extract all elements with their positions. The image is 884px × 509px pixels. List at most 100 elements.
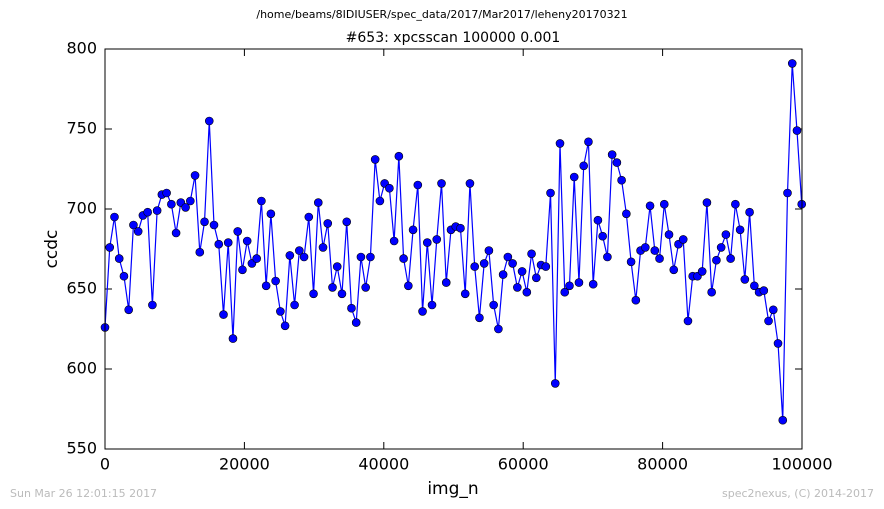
data-point (209, 220, 219, 230)
data-point (527, 249, 536, 259)
data-point (195, 247, 205, 257)
data-point (588, 279, 598, 289)
data-point (617, 175, 626, 185)
footer-right: spec2nexus, (C) 2014-2017 (722, 487, 874, 500)
data-point (622, 209, 631, 219)
data-point (422, 238, 432, 247)
data-point (707, 287, 716, 297)
data-point (328, 283, 337, 292)
data-point (494, 324, 503, 334)
data-point (655, 254, 664, 263)
data-point (204, 116, 214, 126)
data-point (503, 252, 513, 262)
y-tick-label: 600 (66, 359, 97, 378)
data-point (105, 243, 115, 252)
data-point (432, 235, 442, 244)
data-point (152, 206, 162, 215)
data-point (295, 246, 304, 255)
data-point (285, 251, 295, 260)
data-point (332, 262, 342, 271)
data-point (299, 252, 309, 262)
data-point (541, 262, 551, 271)
data-point (370, 155, 380, 164)
y-tick-label: 700 (66, 199, 97, 218)
plot-frame (104, 48, 803, 450)
data-point (532, 273, 541, 283)
data-point (271, 276, 280, 286)
data-point (475, 313, 484, 323)
y-tick-label: 750 (66, 119, 97, 138)
data-point (759, 286, 769, 295)
data-point (550, 379, 560, 388)
data-point (238, 265, 247, 275)
y-tick-label: 550 (66, 439, 97, 458)
data-point (162, 188, 171, 198)
x-tick-label: 60000 (498, 455, 549, 474)
data-point (712, 255, 721, 265)
data-point (603, 252, 612, 262)
data-point (612, 158, 622, 167)
data-point (190, 171, 200, 180)
y-axis-label: ccdc (42, 230, 62, 269)
data-point (252, 254, 261, 263)
data-point (337, 289, 347, 299)
data-point (219, 310, 228, 319)
data-point (186, 196, 195, 206)
data-point (313, 198, 323, 207)
data-point (309, 289, 318, 299)
y-tick-label: 650 (66, 279, 97, 298)
data-point (560, 287, 570, 297)
x-tick-label: 40000 (358, 455, 409, 474)
data-point (375, 196, 385, 206)
data-point (167, 199, 176, 209)
data-point (280, 321, 290, 331)
data-point (456, 223, 465, 233)
x-tick-label: 80000 (637, 455, 688, 474)
data-point (607, 150, 617, 159)
data-point (678, 235, 688, 244)
data-point (266, 209, 276, 219)
data-point (484, 246, 494, 255)
data-point (778, 415, 788, 425)
data-point (508, 259, 517, 268)
data-point (223, 238, 233, 247)
data-point (716, 243, 726, 252)
data-point (418, 307, 427, 316)
data-point (750, 281, 759, 291)
chart-title: #653: xpcsscan 100000 0.001 (346, 30, 561, 46)
data-point (214, 239, 224, 249)
data-point (740, 275, 750, 284)
data-point (631, 295, 641, 305)
data-point (768, 305, 778, 315)
data-point (574, 278, 584, 287)
data-point (318, 243, 328, 252)
data-point (773, 339, 783, 348)
data-point (385, 183, 394, 193)
data-point (200, 217, 209, 227)
data-point (460, 289, 470, 299)
data-point (114, 254, 124, 263)
data-point (399, 254, 408, 263)
data-point (276, 307, 285, 316)
data-point (555, 139, 565, 148)
data-point (517, 267, 527, 276)
data-point (569, 172, 579, 182)
data-point (731, 199, 740, 209)
data-point (304, 212, 314, 222)
data-point (342, 217, 352, 227)
data-point (783, 188, 792, 198)
data-point (133, 227, 143, 236)
data-point (498, 270, 508, 279)
data-point (683, 316, 693, 326)
data-point (110, 212, 119, 222)
data-point (413, 180, 423, 190)
data-point (181, 203, 190, 212)
data-point (351, 318, 361, 327)
data-point (129, 220, 138, 230)
x-axis-label: img_n (427, 479, 478, 499)
data-point (787, 59, 797, 68)
data-point (659, 199, 669, 209)
data-point (546, 188, 555, 198)
data-point (522, 287, 532, 297)
